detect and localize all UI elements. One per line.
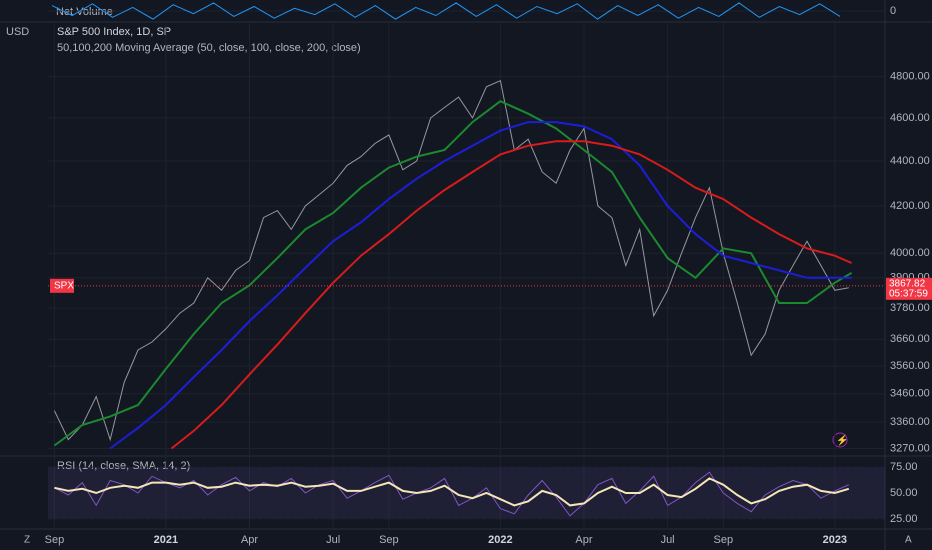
countdown: 05:37:59 xyxy=(889,288,928,299)
y-tick-label: 0 xyxy=(890,5,896,17)
currency: USD xyxy=(6,26,29,38)
y-tick-label: 3270.00 xyxy=(890,442,930,454)
y-tick-label: 75.00 xyxy=(890,461,918,473)
last-price-label: 3867.82 xyxy=(889,278,926,289)
symbol-title: S&P 500 Index, 1D, SP xyxy=(57,26,171,38)
series-line xyxy=(109,121,852,450)
symbol-label: SPX xyxy=(54,280,74,291)
last-price-tag xyxy=(886,277,932,300)
series-line xyxy=(53,100,853,447)
y-tick-label: 3360.00 xyxy=(890,416,930,428)
y-tick-label: 4600.00 xyxy=(890,112,930,124)
y-tick-label: 50.00 xyxy=(890,487,918,499)
indicator-title: 50,100,200 Moving Average (50, close, 10… xyxy=(57,42,361,54)
auto-button[interactable]: A xyxy=(905,535,912,546)
y-tick-label: 3660.00 xyxy=(890,333,930,345)
x-tick-label: 2023 xyxy=(823,534,847,546)
rsi-band xyxy=(48,466,885,519)
alert-icon[interactable] xyxy=(832,432,848,448)
y-tick-label: 3780.00 xyxy=(890,302,930,314)
x-tick-label: Jul xyxy=(661,534,675,546)
alert-icon-glyph[interactable]: ⚡ xyxy=(836,434,848,447)
x-tick-label: 2022 xyxy=(488,534,512,546)
series-line xyxy=(51,2,841,20)
x-tick-label: Apr xyxy=(575,534,592,546)
rsi-title: RSI (14, close, SMA, 14, 2) xyxy=(57,460,190,472)
plot xyxy=(54,471,850,517)
plot xyxy=(53,79,853,450)
y-tick-label: 4200.00 xyxy=(890,200,930,212)
y-tick-label: 4400.00 xyxy=(890,155,930,167)
series-line xyxy=(54,477,850,507)
x-tick-label: Sep xyxy=(45,534,65,546)
y-tick-label: 3460.00 xyxy=(890,388,930,400)
y-tick-label: 4000.00 xyxy=(890,247,930,259)
y-tick-label: 3560.00 xyxy=(890,360,930,372)
x-tick-label: Apr xyxy=(241,534,258,546)
y-tick-label: 4800.00 xyxy=(890,71,930,83)
y-tick-label: 25.00 xyxy=(890,513,918,525)
x-tick-label: 2021 xyxy=(154,534,178,546)
series-line xyxy=(170,140,852,450)
series-line xyxy=(53,79,849,442)
zoom-button[interactable]: Z xyxy=(24,535,30,546)
x-tick-label: Jul xyxy=(326,534,340,546)
x-tick-label: Sep xyxy=(714,534,734,546)
x-tick-label: Sep xyxy=(379,534,399,546)
symbol-tag xyxy=(50,278,74,293)
